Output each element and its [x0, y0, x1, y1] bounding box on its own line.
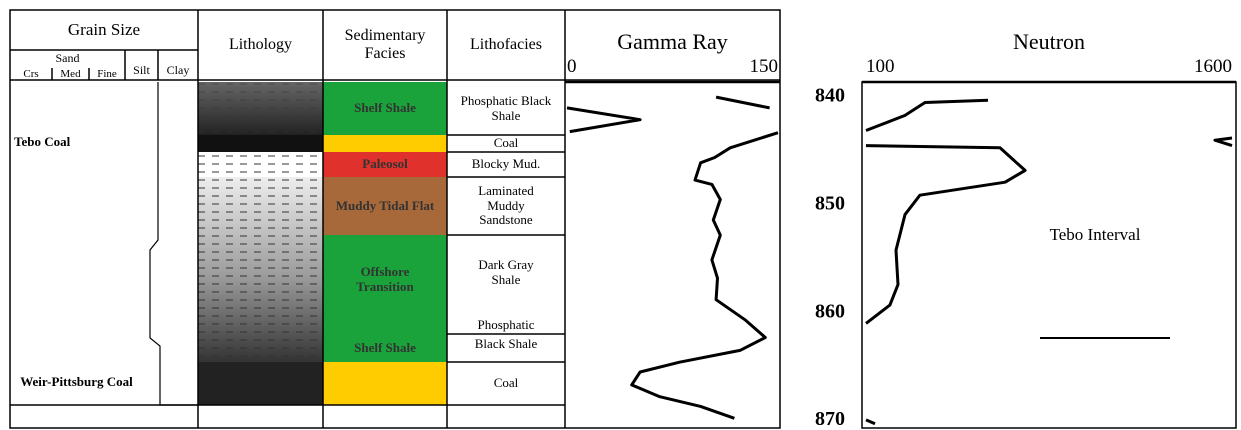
lithofacies-label: Dark Gray Shale: [470, 235, 542, 310]
header: Clay: [158, 50, 198, 80]
coal-label: Tebo Coal: [14, 130, 114, 154]
lithofacies-label: Blocky Mud.: [447, 152, 565, 177]
depth-label: 850: [815, 192, 845, 214]
header: Sedimentary Facies: [330, 10, 440, 80]
log-curve: [866, 100, 1232, 423]
depth-label: 840: [815, 85, 845, 107]
header: Lithofacies: [447, 10, 565, 80]
depth-label: 860: [815, 300, 845, 322]
track-title: Neutron: [862, 22, 1236, 62]
header: Silt: [125, 50, 158, 80]
lithofacies-label: Coal: [447, 135, 565, 152]
header: Grain Size: [10, 12, 198, 48]
lithofacies-label: Coal: [447, 362, 565, 405]
log-curve: [567, 97, 778, 418]
facies-label: Shelf Shale: [325, 334, 445, 362]
lithofacies-label: Laminated Muddy Sandstone: [460, 177, 552, 235]
header: Med: [52, 68, 89, 80]
depth-label: 870: [815, 408, 845, 430]
lithology-fills: [198, 82, 323, 405]
grain-size-profile: [150, 82, 198, 405]
figure: 84085086087001501001600 Grain Size Sand …: [0, 0, 1241, 430]
annotation: Tebo Interval: [1040, 210, 1150, 260]
header: Sand: [10, 50, 125, 68]
facies-label: Offshore Transition: [335, 250, 435, 310]
lithofacies-label: Phosphatic: [447, 316, 565, 334]
header: Crs: [10, 68, 52, 80]
facies-label: Paleosol: [325, 152, 445, 177]
track-title: Gamma Ray: [565, 22, 780, 62]
lithofacies-label: Black Shale: [447, 334, 565, 354]
header: Fine: [89, 68, 125, 80]
facies-label: Muddy Tidal Flat: [330, 177, 440, 235]
coal-label: Weir-Pittsburg Coal: [14, 362, 139, 402]
header: Lithology: [198, 10, 323, 80]
lithofacies-label: Phosphatic Black Shale: [455, 82, 557, 135]
facies-label: Shelf Shale: [325, 82, 445, 135]
